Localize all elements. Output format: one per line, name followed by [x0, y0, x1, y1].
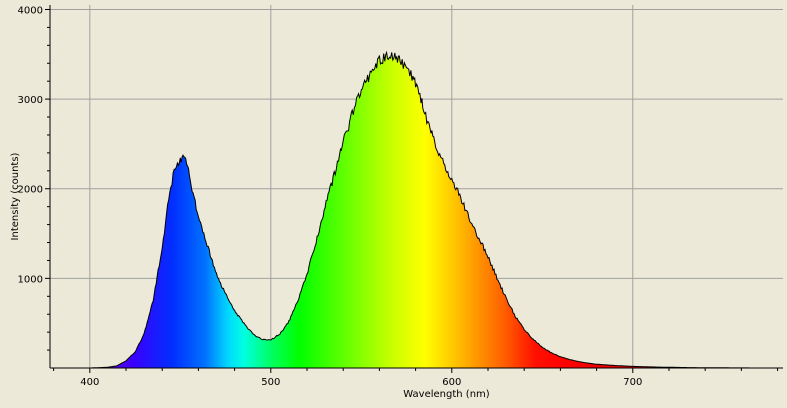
x-tick-label: 600: [442, 377, 461, 388]
x-axis-title: Wavelength (nm): [403, 389, 489, 400]
spectrum-area: [89, 52, 784, 369]
y-tick-label: 1000: [18, 274, 43, 285]
y-tick-label: 2000: [18, 185, 43, 196]
y-axis-ticks: 1000 2000 3000 4000: [18, 5, 50, 351]
spectrum-outline: [89, 50, 783, 369]
y-tick-label: 3000: [18, 95, 43, 106]
x-axis-ticks: 400 500 600 700: [53, 368, 779, 388]
x-tick-label: 400: [80, 377, 99, 388]
y-tick-label: 4000: [18, 5, 43, 16]
x-tick-label: 700: [623, 377, 642, 388]
y-axis-title: Intensity (counts): [10, 152, 21, 240]
x-tick-label: 500: [261, 377, 280, 388]
